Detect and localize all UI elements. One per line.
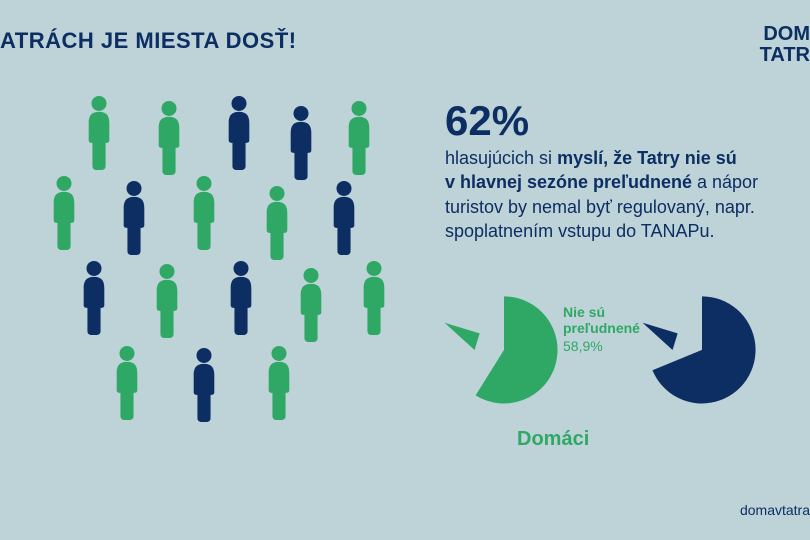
person-icon [150,100,188,180]
person-icon [115,180,153,260]
person-icon [282,105,320,185]
person-icon [220,95,258,175]
pie-name: Domáci [517,428,589,451]
person-icon [75,260,113,340]
person-icon [258,185,296,265]
pie-slice-label: Nie sú preľudnené [563,304,653,336]
people-cluster [20,95,420,455]
stat-text: hlasujúcich si myslí, že Tatry nie sú v … [445,146,810,243]
title-text: ATRÁCH JE MIESTA DOSŤ! [0,28,297,53]
footer-url: domavtatra [740,502,810,518]
person-icon [325,180,363,260]
page-title: ATRÁCH JE MIESTA DOSŤ! [0,28,297,54]
person-icon [148,263,186,343]
person-icon [185,347,223,427]
pie-chart: Nie sú preľudnené68,8%Turista [643,290,761,448]
footer-text: domavtatra [740,502,810,518]
stat-block: 62% hlasujúcich si myslí, že Tatry nie s… [445,100,810,243]
person-icon [80,95,118,175]
person-icon [185,175,223,255]
person-icon [222,260,260,340]
person-icon [108,345,146,425]
stat-percent: 62% [445,100,810,142]
person-icon [45,175,83,255]
person-icon [340,100,378,180]
brand-line2: TATR [760,45,810,66]
person-icon [355,260,393,340]
pie-chart: Nie sú preľudnené58,9%Domáci [445,290,563,448]
brand-logo: DOM TATR [760,24,810,66]
pie-slice-value: 58,9% [563,338,603,354]
brand-line1: DOM [760,24,810,45]
person-icon [260,345,298,425]
pie-charts: Nie sú preľudnené58,9%Domáci Nie sú preľ… [445,290,810,490]
stat-text-pre: hlasujúcich si [445,148,557,168]
person-icon [292,267,330,347]
